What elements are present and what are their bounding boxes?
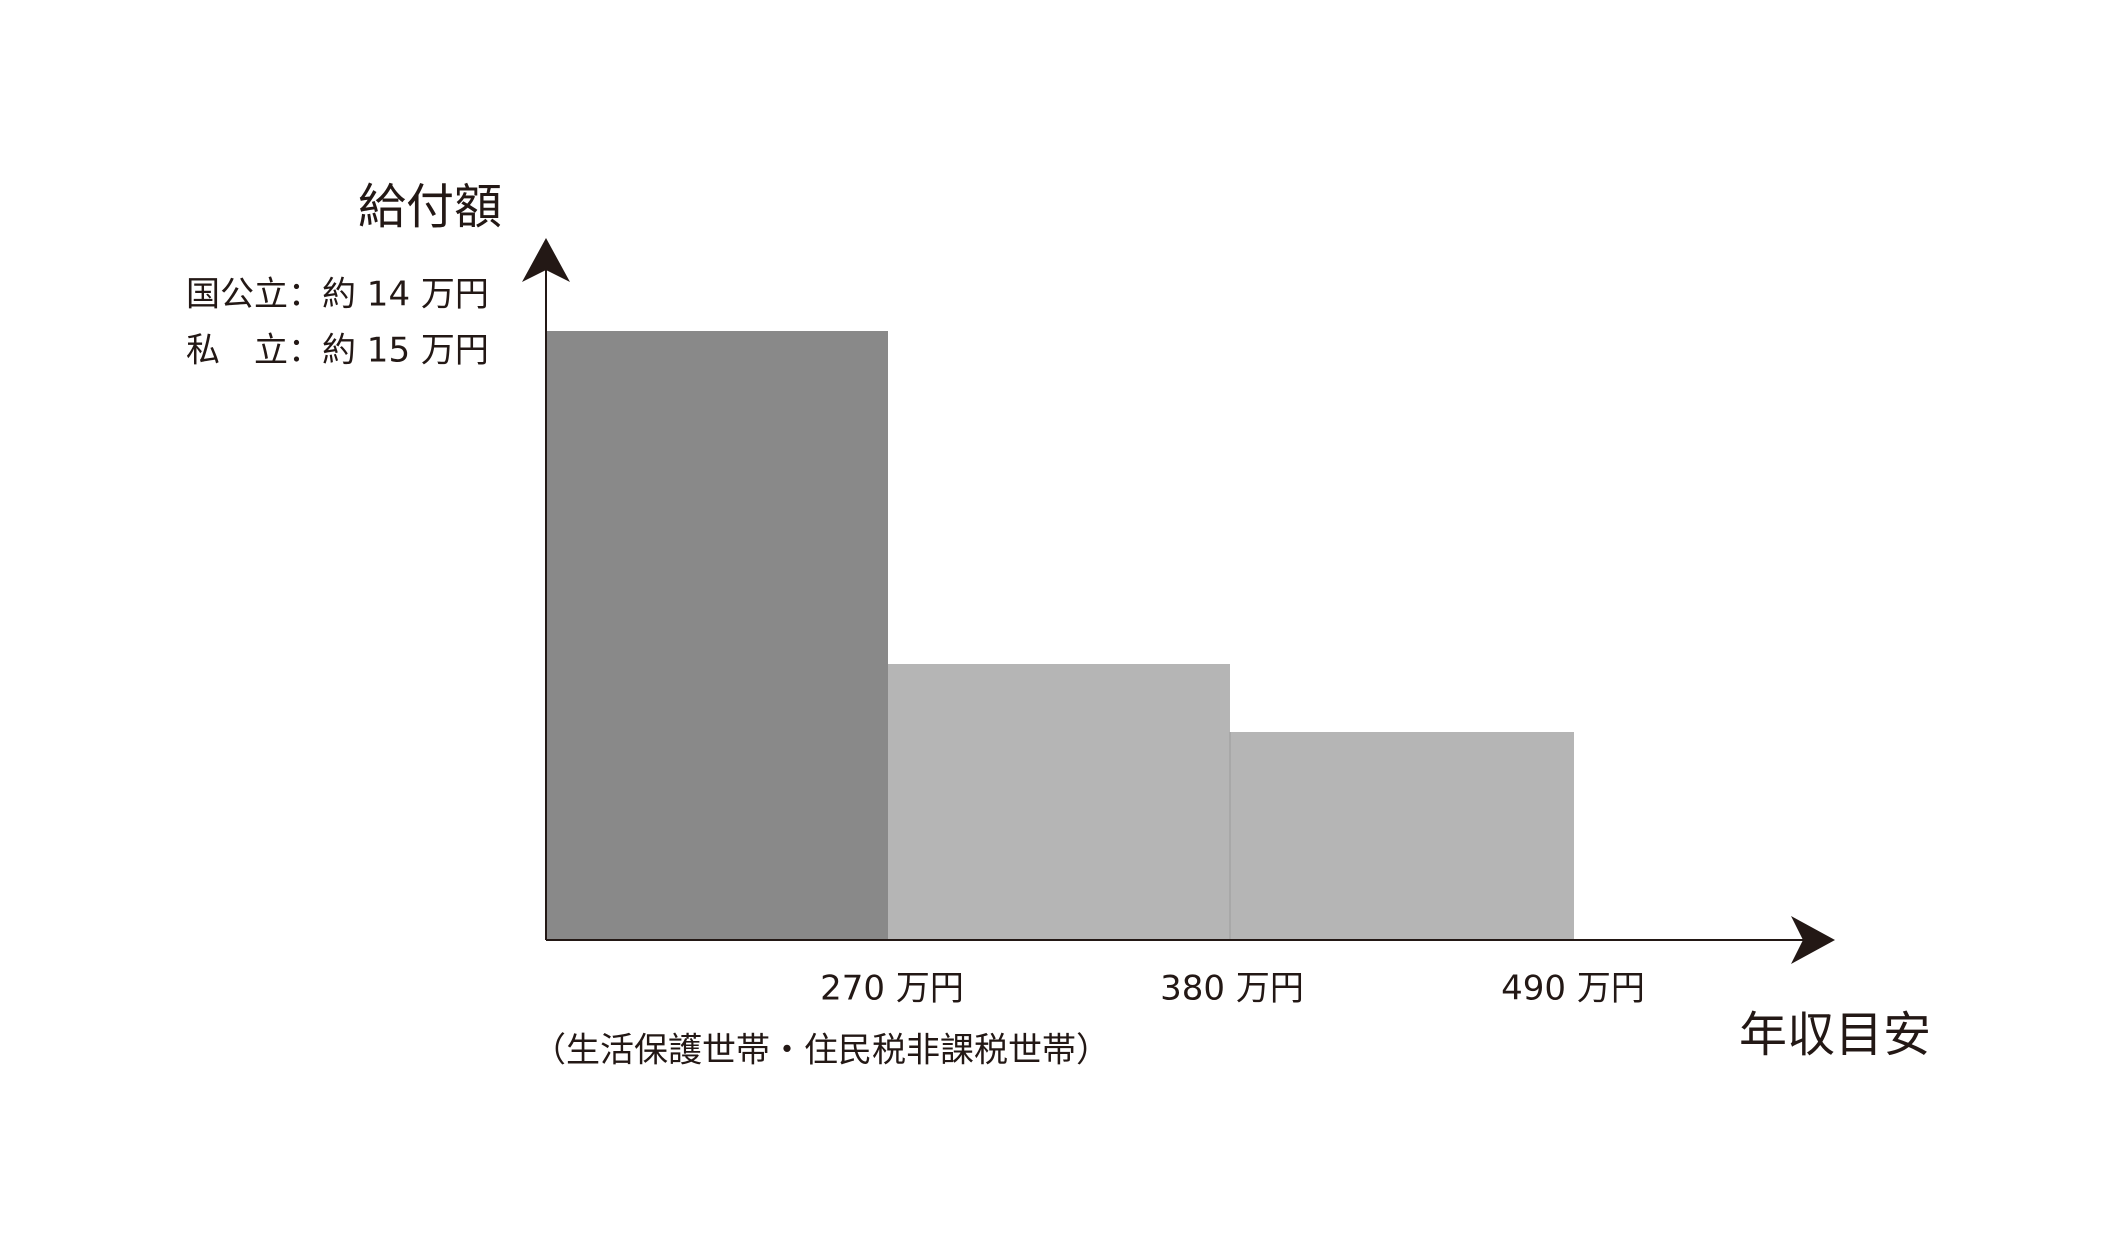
x-tick-label: 380 万円 — [1160, 969, 1304, 1009]
bar-tier-2 — [888, 664, 1230, 940]
x-tick-label: 270 万円 — [820, 969, 964, 1009]
y-axis-label: 給付額 — [358, 179, 502, 235]
x-note: （生活保護世帯・住民税非課税世帯） — [532, 1031, 1110, 1071]
x-axis-arrow — [1791, 916, 1835, 964]
x-axis-label: 年収目安 — [1739, 1007, 1931, 1063]
bar-tier-1 — [546, 331, 888, 940]
bar-tier-3 — [1230, 732, 1574, 940]
x-tick-label: 490 万円 — [1501, 969, 1645, 1009]
note: 私 立：約 15 万円 — [186, 331, 489, 371]
y-axis-arrow — [522, 238, 570, 282]
note: 国公立：約 14 万円 — [186, 275, 489, 315]
